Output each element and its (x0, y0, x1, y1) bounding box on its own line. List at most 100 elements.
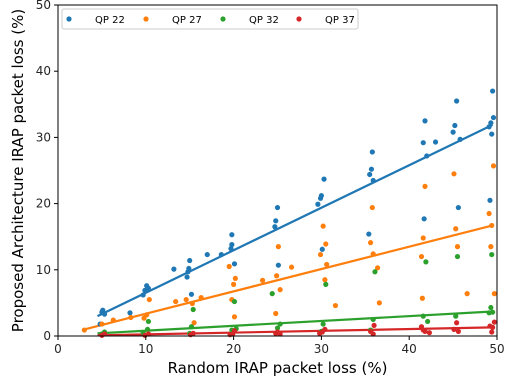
data-point-qp-27 (322, 277, 328, 283)
data-point-qp-27 (274, 273, 280, 279)
data-point-qp-27 (273, 310, 279, 317)
data-point-qp-22 (171, 266, 177, 272)
data-point-qp-27 (422, 183, 428, 189)
data-point-qp-32 (454, 253, 461, 260)
y-tick-label: 10 (36, 263, 51, 277)
data-point-qp-37 (422, 328, 428, 334)
data-point-qp-22 (489, 131, 495, 137)
data-point-qp-32 (425, 318, 431, 325)
data-point-qp-27 (144, 312, 150, 318)
data-point-qp-27 (81, 327, 87, 333)
data-point-qp-22 (140, 292, 146, 298)
data-point-qp-32 (274, 325, 281, 331)
data-point-qp-22 (229, 242, 235, 248)
data-point-qp-27 (453, 226, 459, 232)
data-point-qp-22 (450, 129, 456, 135)
data-point-qp-37 (231, 328, 238, 334)
data-point-qp-22 (100, 307, 106, 313)
legend-marker-qp-32 (220, 16, 226, 22)
data-point-qp-27 (489, 222, 495, 229)
data-point-qp-22 (127, 310, 133, 316)
data-point-qp-32 (145, 318, 152, 325)
data-point-qp-22 (319, 246, 325, 252)
data-point-qp-32 (489, 251, 495, 258)
data-point-qp-27 (191, 320, 197, 326)
data-point-qp-22 (315, 201, 321, 207)
data-point-qp-37 (490, 324, 496, 330)
data-point-qp-27 (173, 298, 179, 305)
data-point-qp-22 (420, 140, 426, 146)
data-point-qp-22 (275, 262, 281, 268)
data-point-qp-37 (145, 331, 152, 337)
data-point-qp-22 (424, 153, 430, 159)
data-point-qp-37 (451, 326, 457, 332)
data-point-qp-27 (488, 244, 494, 250)
legend-marker-qp-37 (296, 16, 302, 22)
data-point-qp-37 (371, 322, 377, 329)
data-point-qp-37 (426, 330, 432, 336)
data-point-qp-22 (321, 176, 327, 182)
data-point-qp-27 (232, 275, 238, 282)
data-point-qp-22 (274, 204, 281, 211)
data-point-qp-37 (491, 319, 497, 325)
data-point-qp-27 (317, 251, 324, 258)
data-point-qp-32 (420, 313, 426, 319)
data-point-qp-22 (422, 118, 428, 124)
data-point-qp-37 (322, 326, 328, 332)
data-point-qp-32 (320, 321, 326, 327)
trend-line-qp-32 (97, 310, 493, 335)
data-point-qp-27 (420, 235, 426, 241)
trend-line-qp-22 (97, 123, 494, 318)
data-point-qp-22 (490, 88, 496, 94)
data-point-qp-22 (457, 136, 463, 142)
data-point-qp-32 (453, 313, 459, 319)
data-point-qp-22 (204, 251, 210, 258)
y-tick-label: 50 (36, 0, 51, 12)
data-point-qp-27 (99, 321, 105, 327)
x-axis-label: Random IRAP packet loss (%) (168, 359, 388, 377)
data-point-qp-27 (231, 314, 238, 320)
data-point-qp-32 (190, 306, 196, 313)
data-point-qp-22 (452, 122, 458, 129)
data-point-qp-22 (229, 232, 235, 238)
data-point-qp-27 (320, 223, 326, 229)
data-point-qp-22 (273, 218, 279, 224)
data-point-qp-22 (184, 274, 190, 280)
x-axis-ticks: 0 10 20 30 40 50 (54, 336, 505, 356)
data-point-qp-22 (145, 285, 152, 291)
data-point-qp-27 (275, 244, 281, 250)
data-point-qp-27 (128, 314, 134, 321)
data-point-qp-22 (432, 139, 439, 145)
data-point-qp-37 (489, 329, 495, 335)
data-point-qp-22 (490, 114, 497, 121)
data-point-qp-37 (190, 330, 196, 336)
data-point-qp-37 (455, 328, 461, 334)
data-point-qp-27 (189, 300, 195, 307)
x-tick-label: 50 (489, 342, 504, 356)
legend-frame (61, 8, 359, 30)
data-point-qp-37 (454, 320, 460, 326)
data-points (81, 88, 497, 338)
data-point-qp-22 (368, 166, 375, 172)
data-point-qp-32 (423, 259, 429, 265)
data-point-qp-27 (288, 264, 295, 270)
data-point-qp-22 (218, 251, 224, 258)
y-tick-label: 30 (36, 130, 51, 144)
data-point-qp-32 (323, 281, 329, 287)
data-point-qp-27 (374, 265, 381, 271)
data-point-qp-22 (454, 98, 460, 104)
data-point-qp-22 (421, 216, 427, 222)
data-point-qp-32 (277, 321, 283, 327)
data-point-qp-22 (272, 224, 278, 230)
data-point-qp-27 (183, 296, 189, 303)
data-point-qp-22 (228, 246, 234, 252)
data-point-qp-32 (490, 309, 496, 315)
legend-label-qp-37: QP 37 (325, 15, 355, 26)
trend-line-qp-37 (97, 326, 493, 337)
trend-lines (84, 123, 494, 337)
data-point-qp-27 (490, 163, 497, 169)
data-point-qp-22 (367, 171, 373, 178)
data-point-qp-37 (101, 331, 108, 337)
legend-marker-qp-27 (143, 16, 149, 22)
data-point-qp-27 (226, 263, 232, 270)
